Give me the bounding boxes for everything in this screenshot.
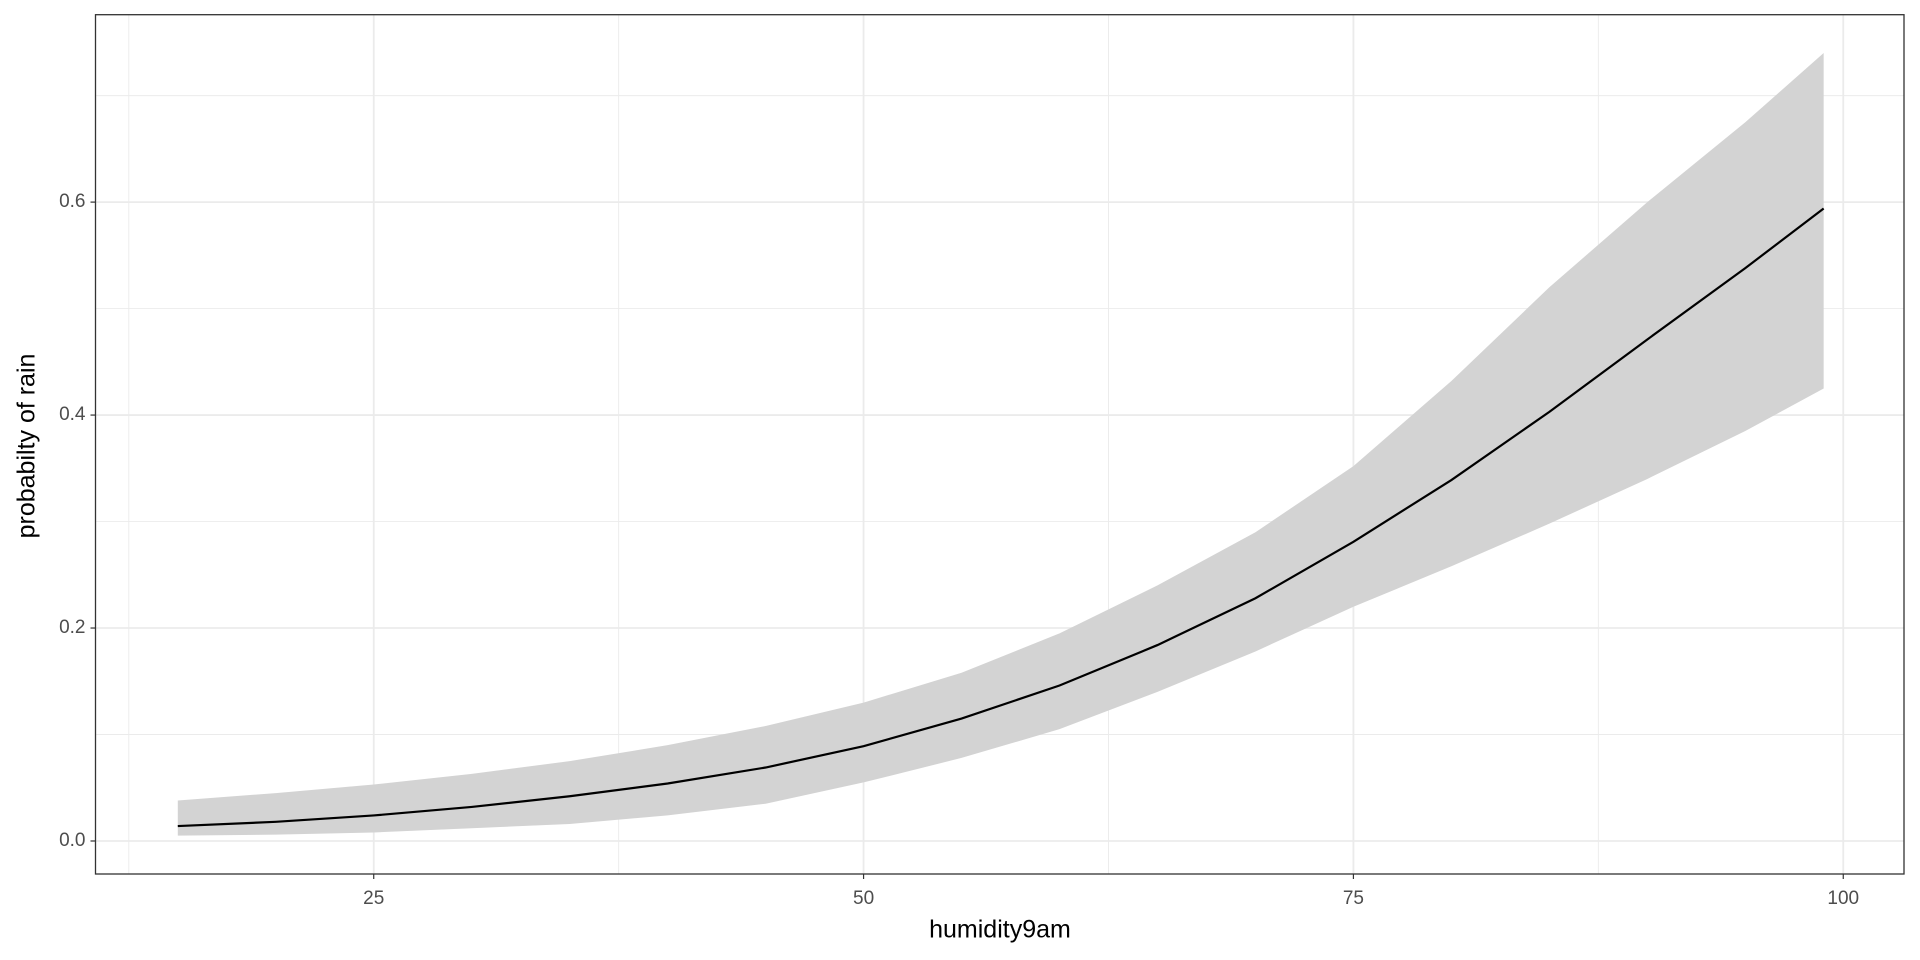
y-tick-label: 0.4 [59, 404, 86, 425]
y-tick-label: 0.2 [59, 617, 85, 638]
panel-border [94, 14, 1905, 875]
x-tick-label: 75 [1343, 888, 1364, 909]
y-tick-label: 0.0 [59, 830, 85, 851]
y-axis-title: probabilty of rain [13, 354, 41, 539]
y-tick-label: 0.6 [59, 191, 85, 212]
x-axis-title: humidity9am [929, 916, 1071, 944]
x-tick-label: 100 [1827, 888, 1859, 909]
confidence-band [177, 53, 1824, 836]
line [177, 207, 1825, 828]
x-tick-label: 50 [853, 888, 874, 909]
x-tick-label: 25 [363, 888, 384, 909]
